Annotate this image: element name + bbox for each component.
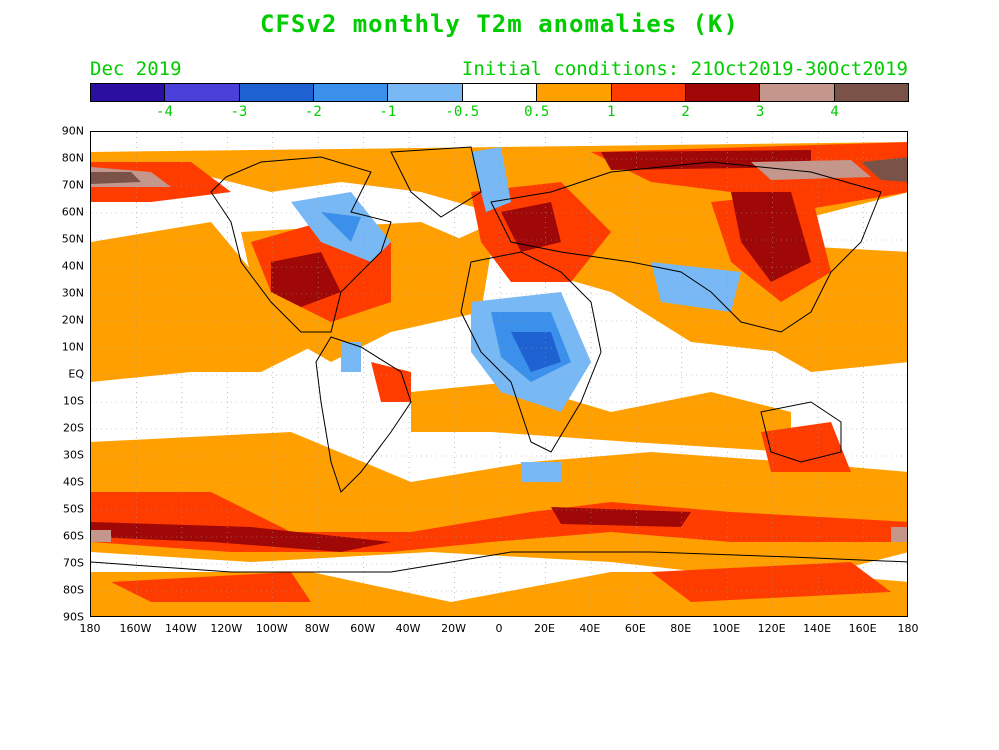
longitude-label: 0 <box>495 622 503 635</box>
coastlines <box>91 146 907 573</box>
legend-label: -1 <box>379 104 397 120</box>
legend-swatch <box>537 84 612 101</box>
latitude-label: 20S <box>63 421 84 435</box>
longitude-label: 60E <box>624 622 646 635</box>
warm-anomaly-layer <box>91 142 907 616</box>
longitude-label: 100W <box>255 622 288 635</box>
legend-label: -4 <box>156 104 173 120</box>
latitude-label: 60N <box>61 205 84 219</box>
longitude-label: 180 <box>897 622 919 635</box>
latitude-label: 80N <box>61 151 84 165</box>
legend-swatch <box>834 84 908 101</box>
latitude-label: 70S <box>63 556 84 570</box>
legend-label: 1 <box>606 104 616 120</box>
extreme-warm-layer <box>91 157 907 542</box>
longitude-label: 20E <box>533 622 555 635</box>
longitude-label: 180 <box>79 622 101 635</box>
latitude-label: 30N <box>61 286 84 300</box>
legend-swatch <box>314 84 389 101</box>
latitude-label: 10N <box>61 340 84 354</box>
map-canvas <box>91 132 907 616</box>
latitude-label: 10S <box>63 394 84 408</box>
legend-label: -3 <box>230 104 248 120</box>
longitude-label: 120W <box>210 622 243 635</box>
anomaly-map <box>90 131 908 617</box>
legend-label: 4 <box>830 104 839 120</box>
longitude-label: 140W <box>164 622 197 635</box>
initial-conditions: Initial conditions: 21Oct2019-30Oct2019 <box>461 58 908 80</box>
legend-swatch <box>91 84 166 101</box>
chart-title: CFSv2 monthly T2m anomalies (K) <box>260 10 739 38</box>
latitude-label: 80S <box>63 583 84 597</box>
latitude-label: 40S <box>63 475 84 489</box>
legend-swatch <box>388 84 463 101</box>
forecast-month: Dec 2019 <box>90 58 182 80</box>
longitude-label: 40E <box>579 622 601 635</box>
longitude-label: 60W <box>350 622 376 635</box>
latitude-label: 50N <box>61 232 84 246</box>
latitude-label: 20N <box>61 313 84 327</box>
longitude-label: 160E <box>848 622 877 635</box>
longitude-label: 120E <box>757 622 786 635</box>
color-legend <box>90 83 909 102</box>
latitude-label: 30S <box>63 448 84 462</box>
legend-swatch <box>611 84 686 101</box>
longitude-label: 80E <box>670 622 692 635</box>
latitude-label: EQ <box>68 367 84 381</box>
legend-swatch <box>462 84 538 101</box>
legend-label: 0.5 <box>524 104 550 120</box>
legend-label: -0.5 <box>445 104 480 120</box>
legend-label: 2 <box>681 104 690 120</box>
longitude-label: 100E <box>712 622 741 635</box>
legend-swatch <box>165 84 240 101</box>
longitude-label: 160W <box>119 622 152 635</box>
latitude-label: 40N <box>61 259 84 273</box>
latitude-label: 90S <box>63 610 84 624</box>
longitude-label: 20W <box>441 622 466 635</box>
legend-swatch <box>685 84 761 101</box>
longitude-label: 140E <box>803 622 832 635</box>
legend-label: 3 <box>755 104 765 120</box>
legend-label: -2 <box>304 104 322 120</box>
longitude-label: 40W <box>395 622 421 635</box>
latitude-label: 90N <box>61 124 84 138</box>
longitude-label: 80W <box>304 622 330 635</box>
graticule <box>91 132 907 616</box>
latitude-label: 70N <box>61 178 84 192</box>
legend-swatch <box>760 84 835 101</box>
latitude-label: 60S <box>63 529 84 543</box>
latitude-label: 50S <box>63 502 84 516</box>
legend-swatch <box>239 84 315 101</box>
